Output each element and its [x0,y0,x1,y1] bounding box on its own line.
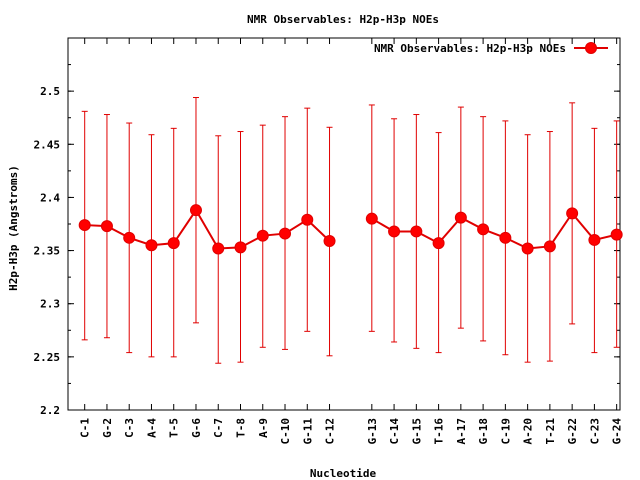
x-tick-label: C-12 [324,418,337,445]
chart-title: NMR Observables: H2p-H3p NOEs [247,13,439,26]
series-line-segment [371,211,617,250]
data-point [388,225,401,238]
x-tick-label: G-2 [101,418,114,438]
plot-frame [67,37,621,411]
data-point [499,231,512,244]
axis-ticks: 2.2 2.25 2.3 2.35 2.4 2.45 2.5 C-1 G-2 C-3 A-4 T-5 G… [34,37,624,445]
x-tick-label: C-19 [499,418,512,445]
x-tick-label: G-18 [477,418,490,445]
y-tick-label: 2.35 [34,245,61,258]
data-point [78,219,91,232]
data-point [323,235,336,248]
data-point [432,237,445,250]
x-tick-label: G-22 [566,418,579,445]
data-point [521,242,534,255]
data-point [454,211,467,224]
x-tick-label: G-24 [611,418,624,445]
x-tick-label: A-9 [257,418,270,438]
x-tick-label: C-1 [79,418,92,438]
x-tick-label: C-14 [388,418,401,445]
x-tick-label: G-15 [410,418,423,445]
data-point [167,237,180,250]
data-point [301,213,314,226]
series-line-segment [84,208,331,250]
x-tick-label: C-23 [588,418,601,445]
x-tick-label: G-11 [301,418,314,445]
data-point [365,212,378,225]
x-tick-label: C-3 [123,418,136,438]
legend-label: NMR Observables: H2p-H3p NOEs [374,42,566,55]
y-tick-label: 2.3 [40,298,60,311]
data-point [543,240,556,253]
data-point [410,225,423,238]
y-tick-label: 2.4 [40,191,60,204]
y-tick-label: 2.25 [34,351,61,364]
data-point [279,227,292,240]
x-tick-label: T-8 [235,418,248,438]
x-axis-label: Nucleotide [310,467,377,480]
y-tick-label: 2.45 [34,138,61,151]
legend-marker [585,42,597,54]
data-point [145,239,158,252]
x-tick-label: A-4 [145,418,158,438]
data-point [212,242,225,255]
x-tick-label: G-6 [190,418,203,438]
y-axis-label: H2p-H3p (Angstroms) [7,165,20,291]
x-tick-label: C-10 [279,418,292,445]
data-point [100,220,113,233]
data-point [477,223,490,236]
data-point [566,207,579,220]
data-point [123,231,136,244]
data-series [78,97,623,364]
x-tick-label: G-13 [366,418,379,445]
y-tick-label: 2.2 [40,404,60,417]
data-point [610,228,623,241]
x-tick-label: C-7 [212,418,225,438]
x-tick-label: T-5 [168,418,181,438]
data-point [189,204,202,217]
legend: NMR Observables: H2p-H3p NOEs [374,42,608,55]
x-tick-label: A-17 [455,418,468,445]
x-tick-label: T-21 [544,418,557,445]
data-point [256,229,269,242]
data-point [234,241,247,254]
x-tick-label: A-20 [522,418,535,445]
x-tick-label: T-16 [433,418,446,445]
data-point [588,233,601,246]
y-tick-label: 2.5 [40,85,60,98]
